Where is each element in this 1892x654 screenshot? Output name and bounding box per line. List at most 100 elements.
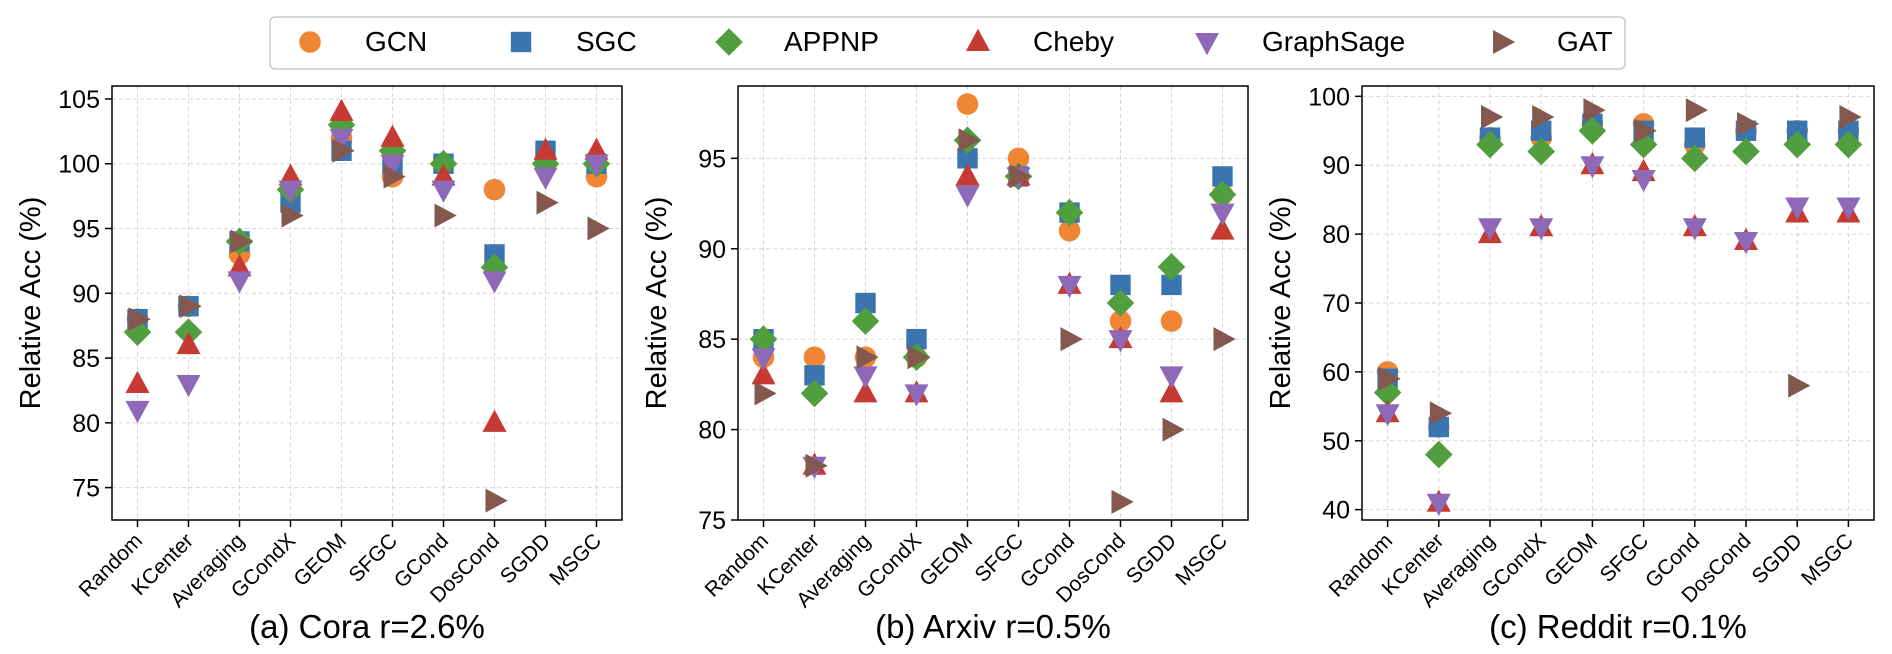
legend-sgc-label: SGC [576, 26, 637, 57]
point-gat-gcondx [907, 345, 930, 370]
point-cheby-random [751, 362, 776, 385]
point-gat-kcenter [1429, 401, 1452, 426]
point-appnp-kcenter [1425, 440, 1453, 469]
point-graphsage-gcond [431, 180, 456, 203]
point-appnp-msgc [1834, 130, 1863, 159]
point-cheby-kcenter [176, 331, 201, 355]
point-appnp-geom [327, 111, 356, 139]
y-tick-label: 60 [1322, 359, 1350, 387]
point-sgc-gcond [1684, 127, 1705, 148]
legend-gat-marker [1493, 30, 1516, 54]
point-graphsage-sgdd [1159, 366, 1184, 389]
point-gat-doscond [1111, 489, 1134, 514]
point-cheby-geom [955, 163, 980, 186]
point-gat-sgdd [1788, 373, 1811, 398]
point-gat-gcondx [281, 203, 304, 228]
legend-graphsage-marker [1195, 33, 1219, 56]
point-gat-doscond [1737, 111, 1760, 136]
x-tick-label-msgc: MSGC [1797, 529, 1858, 590]
series-cheby [125, 98, 609, 432]
point-gat-averaging [1481, 105, 1504, 129]
y-tick-label: 75 [698, 507, 726, 535]
point-appnp-geom [1578, 116, 1607, 145]
point-appnp-sgdd [1783, 130, 1811, 159]
x-tick-label-geom: GEOM [915, 529, 977, 591]
point-gcn-sfgc [1007, 147, 1030, 170]
point-gat-sgdd [1162, 417, 1185, 442]
panel-title: (a) Cora r=2.6% [249, 608, 485, 645]
point-cheby-gcondx [278, 163, 303, 186]
point-gat-averaging [856, 345, 879, 370]
point-sgc-geom [957, 148, 978, 169]
point-appnp-sgdd [1157, 253, 1186, 281]
series-gat [128, 138, 610, 513]
panel-title: (c) Reddit r=0.1% [1489, 608, 1747, 645]
chart-panel-1: 7580859095100105RandomKCenterAveragingGC… [15, 85, 623, 645]
point-gat-random [754, 381, 777, 406]
x-tick-label-sgdd: SGDD [1748, 529, 1807, 588]
y-tick-label: 75 [72, 475, 100, 503]
point-graphsage-gcond [1682, 218, 1707, 241]
point-appnp-kcenter [800, 379, 829, 408]
chart-panel-2: 7580859095RandomKCenterAveragingGCondXGE… [641, 85, 1249, 645]
y-tick-label: 95 [698, 145, 726, 173]
point-sgc-msgc [1212, 166, 1233, 187]
point-gat-kcenter [179, 294, 202, 319]
y-tick-label: 80 [698, 417, 726, 445]
point-graphsage-gcondx [904, 384, 929, 407]
point-gat-sgdd [536, 190, 559, 215]
legend-gat-label: GAT [1557, 26, 1612, 57]
point-graphsage-sfgc [380, 154, 405, 177]
point-graphsage-msgc [584, 154, 609, 177]
point-graphsage-doscond [1108, 330, 1133, 353]
legend-gcn-label: GCN [365, 26, 427, 57]
plot-frame [737, 85, 1249, 521]
point-cheby-averaging [853, 380, 878, 403]
point-gat-geom [958, 128, 981, 153]
y-tick-label: 100 [58, 151, 100, 179]
point-gat-msgc [1839, 105, 1862, 129]
point-gat-gcond [1685, 98, 1708, 123]
point-appnp-msgc [1208, 180, 1237, 209]
point-graphsage-gcondx [278, 180, 303, 203]
point-graphsage-msgc [1210, 203, 1235, 226]
point-cheby-msgc [584, 137, 609, 160]
point-graphsage-averaging [853, 366, 878, 389]
point-graphsage-kcenter [176, 374, 201, 398]
point-gat-gcondx [1532, 105, 1555, 129]
point-appnp-random [749, 325, 778, 353]
point-graphsage-sgdd [1785, 197, 1810, 220]
point-gat-geom [332, 138, 355, 163]
y-tick-label: 80 [72, 410, 100, 438]
y-tick-label: 105 [58, 86, 100, 114]
legend-cheby-marker [966, 28, 990, 51]
y-axis-label: Relative Acc (%) [641, 197, 673, 410]
chart-panel-3: 405060708090100RandomKCenterAveragingGCo… [1265, 83, 1875, 645]
point-graphsage-random [125, 400, 150, 424]
y-tick-label: 40 [1322, 497, 1350, 525]
point-cheby-sfgc [380, 124, 405, 147]
point-sgc-kcenter [804, 365, 825, 386]
x-tick-label-geom: GEOM [1540, 529, 1602, 591]
point-gat-random [1378, 366, 1401, 391]
point-graphsage-geom [329, 128, 354, 152]
y-axis-label: Relative Acc (%) [1265, 197, 1297, 410]
point-cheby-geom [329, 98, 354, 121]
legend-gcn-marker [299, 31, 321, 53]
point-gat-random [128, 307, 151, 332]
point-gat-sfgc [1634, 118, 1657, 143]
point-gcn-doscond [483, 178, 506, 201]
point-appnp-averaging [851, 307, 880, 335]
point-gat-doscond [485, 488, 508, 513]
point-cheby-doscond [482, 409, 507, 432]
point-sgc-doscond [1110, 274, 1131, 296]
y-tick-label: 70 [1322, 290, 1350, 318]
y-tick-label: 85 [72, 345, 100, 373]
series-appnp [1373, 116, 1863, 469]
y-tick-label: 90 [698, 236, 726, 264]
point-gcn-kcenter [803, 346, 826, 369]
point-gcn-sgdd [1160, 310, 1183, 332]
point-cheby-sgdd [1159, 380, 1184, 403]
point-cheby-gcond [431, 163, 456, 186]
